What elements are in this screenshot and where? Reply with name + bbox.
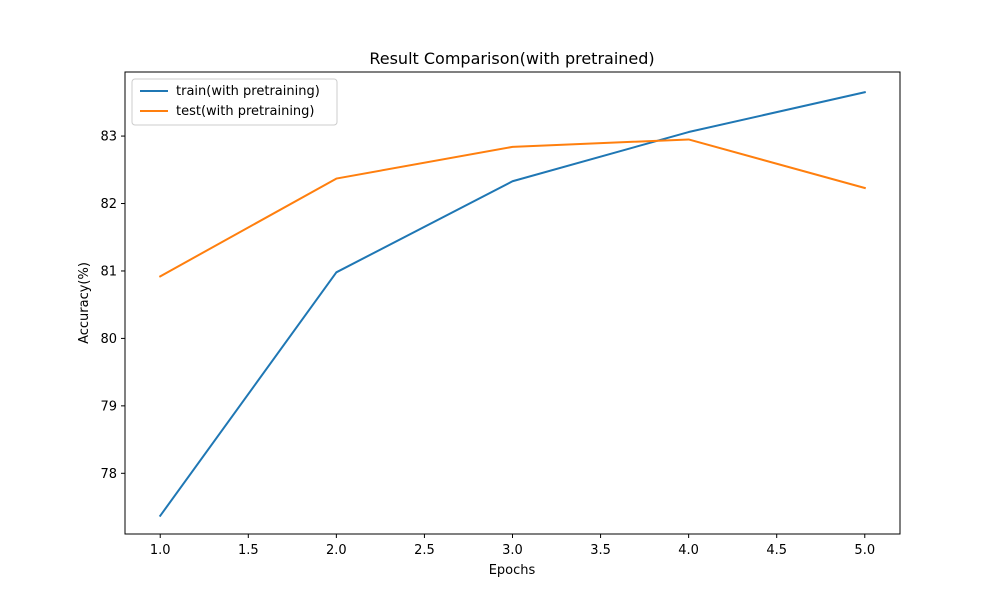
x-tick-label: 1.5 bbox=[238, 543, 259, 558]
legend-label-test: test(with pretraining) bbox=[176, 104, 315, 119]
y-tick-label: 78 bbox=[100, 467, 117, 482]
plot-frame bbox=[124, 71, 901, 535]
x-tick-label: 4.0 bbox=[678, 543, 699, 558]
series-layer bbox=[158, 91, 867, 518]
y-axis: 78 79 80 81 82 83 bbox=[100, 130, 125, 482]
y-tick-label: 81 bbox=[100, 264, 117, 279]
y-tick-label: 83 bbox=[100, 130, 117, 145]
legend: train(with pretraining) test(with pretra… bbox=[131, 78, 338, 126]
y-tick-label: 80 bbox=[100, 332, 117, 347]
legend-label-train: train(with pretraining) bbox=[176, 84, 320, 99]
y-tick-label: 82 bbox=[100, 197, 117, 212]
x-tick-label: 3.0 bbox=[502, 543, 523, 558]
x-tick-label: 5.0 bbox=[854, 543, 875, 558]
x-tick-label: 2.0 bbox=[326, 543, 347, 558]
x-tick-label: 2.5 bbox=[414, 543, 435, 558]
series-line-train bbox=[158, 91, 866, 518]
x-axis-title: Epochs bbox=[489, 563, 536, 578]
legend-box bbox=[131, 78, 338, 126]
x-tick-label: 4.5 bbox=[766, 543, 787, 558]
x-tick-label: 3.5 bbox=[590, 543, 611, 558]
series-line-test bbox=[158, 138, 867, 278]
x-axis: 1.0 1.5 2.0 2.5 3.0 3.5 4.0 4.5 5.0 bbox=[150, 534, 875, 558]
y-tick-label: 79 bbox=[100, 399, 117, 414]
x-tick-label: 1.0 bbox=[150, 543, 171, 558]
chart-title: Result Comparison(with pretrained) bbox=[369, 49, 654, 68]
y-axis-title: Accuracy(%) bbox=[77, 262, 92, 344]
